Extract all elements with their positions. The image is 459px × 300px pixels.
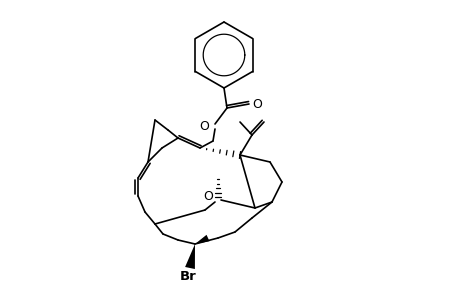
Text: O: O bbox=[199, 119, 208, 133]
Polygon shape bbox=[195, 235, 209, 244]
Text: Br: Br bbox=[179, 270, 196, 283]
Text: O: O bbox=[252, 98, 261, 110]
Text: O: O bbox=[202, 190, 213, 203]
Polygon shape bbox=[185, 244, 195, 269]
